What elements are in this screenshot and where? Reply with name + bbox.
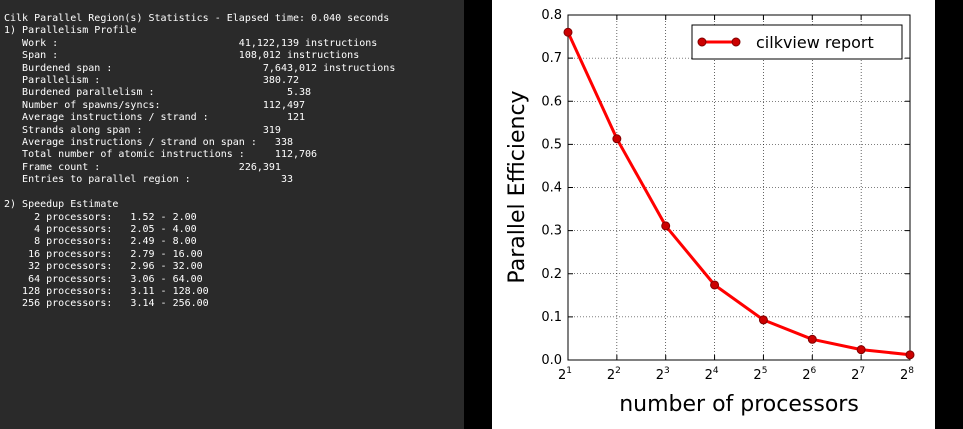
chart-svg: 0.00.10.20.30.40.50.60.70.821 22 23 24 25 26 2…	[505, 8, 915, 417]
cilkview-statistics-text: Cilk Parallel Region(s) Statistics - Ela…	[4, 13, 396, 310]
x-tick-label: 22	[607, 366, 621, 383]
x-tick-exponent: 6	[811, 366, 817, 376]
x-tick-base: 2	[851, 368, 859, 383]
y-tick-label: 0.7	[541, 51, 562, 66]
data-point	[856, 345, 866, 355]
x-tick-exponent: 7	[859, 366, 865, 376]
data-point	[905, 350, 915, 360]
y-tick-label: 0.1	[541, 310, 562, 325]
legend-label: cilkview report	[756, 33, 874, 52]
data-point	[563, 27, 573, 37]
x-tick-base: 2	[753, 368, 761, 383]
y-tick-label: 0.8	[541, 8, 562, 23]
data-point	[612, 134, 622, 144]
y-tick-label: 0.5	[541, 137, 562, 152]
x-tick-label: 27	[851, 366, 865, 383]
x-tick-label: 25	[753, 366, 767, 383]
x-axis-title: number of processors	[619, 392, 859, 417]
data-point	[710, 280, 720, 290]
x-tick-base: 2	[607, 368, 615, 383]
black-divider	[464, 0, 492, 429]
x-tick-base: 2	[705, 368, 713, 383]
data-point	[758, 315, 768, 325]
x-tick-exponent: 8	[908, 366, 914, 376]
y-axis-title: Parallel Efficiency	[505, 90, 530, 283]
y-tick-label: 0.6	[541, 94, 562, 109]
x-tick-label: 28	[900, 366, 914, 383]
legend-marker	[731, 37, 741, 47]
data-point	[661, 221, 671, 231]
x-tick-exponent: 3	[664, 366, 670, 376]
black-edge	[935, 0, 963, 429]
terminal-output-panel: Cilk Parallel Region(s) Statistics - Ela…	[0, 0, 464, 429]
data-point	[807, 334, 817, 344]
chart-legend: cilkview report	[691, 24, 903, 60]
y-tick-label: 0.4	[541, 181, 562, 196]
x-tick-label: 26	[802, 366, 816, 383]
x-tick-exponent: 1	[566, 366, 572, 376]
x-tick-base: 2	[656, 368, 664, 383]
series-line	[566, 31, 911, 357]
x-tick-exponent: 5	[762, 366, 768, 376]
x-tick-base: 2	[900, 368, 908, 383]
x-tick-label: 21	[558, 366, 572, 383]
x-tick-base: 2	[802, 368, 810, 383]
chart-grid	[567, 14, 911, 361]
parallel-efficiency-chart: 0.0 0.1 0.2 0.3 0.4 0.5 0.6 0.7 0.8 21 22 23 24 25 26 2…	[492, 0, 935, 429]
x-tick-exponent: 4	[713, 366, 719, 376]
series-layer	[563, 27, 915, 360]
y-tick-label: 0.2	[541, 267, 562, 282]
x-tick-label: 23	[656, 366, 670, 383]
axis-ticks: 0.00.10.20.30.40.50.60.70.821 22 23 24 25 26 2…	[541, 8, 914, 383]
y-tick-label: 0.0	[541, 353, 562, 368]
x-tick-base: 2	[558, 368, 566, 383]
y-tick-label: 0.3	[541, 224, 562, 239]
x-tick-label: 24	[705, 366, 719, 383]
legend-marker	[697, 37, 707, 47]
x-tick-exponent: 2	[615, 366, 621, 376]
